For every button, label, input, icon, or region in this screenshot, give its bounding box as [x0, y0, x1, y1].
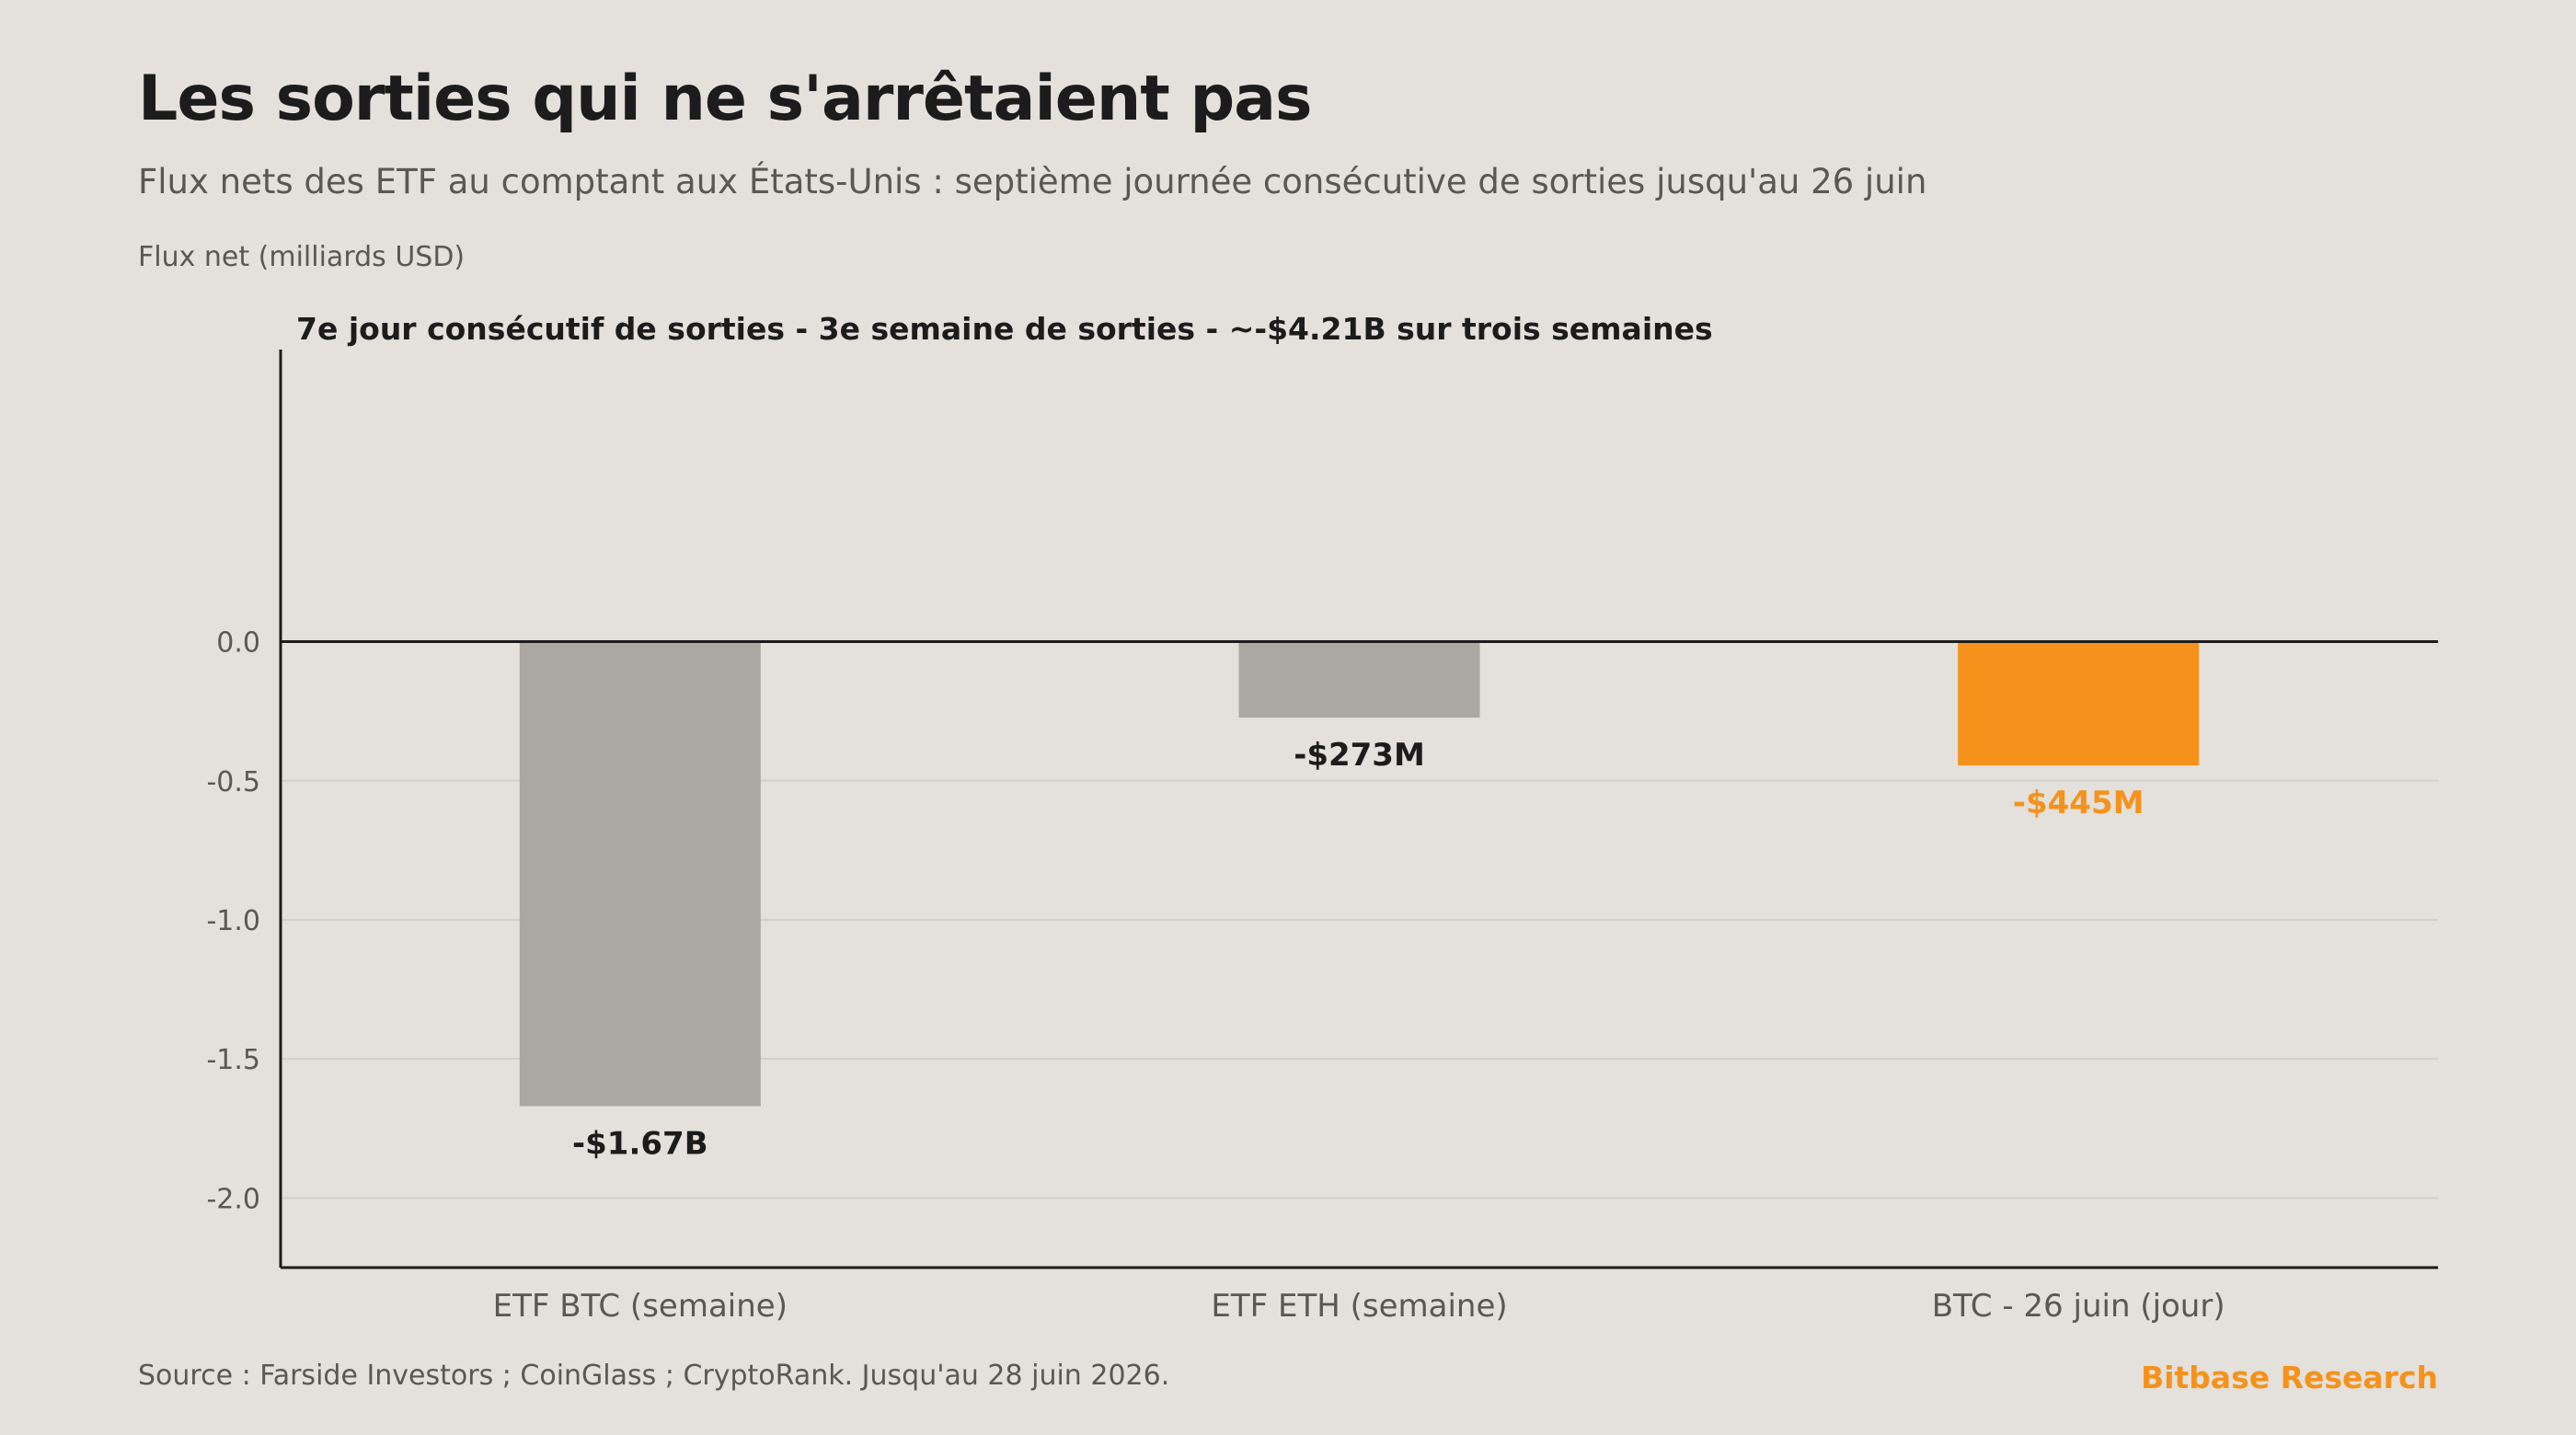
bar	[519, 641, 761, 1107]
y-tick-label: -0.5	[206, 766, 260, 798]
x-category-label: ETF BTC (semaine)	[493, 1288, 788, 1325]
bars	[519, 641, 2200, 1107]
y-tick-label: -2.0	[206, 1183, 260, 1215]
x-category-label: BTC - 26 juin (jour)	[1932, 1288, 2225, 1325]
brand-label: Bitbase Research	[2140, 1360, 2438, 1395]
bar	[1958, 641, 2200, 766]
source-note: Source : Farside Investors ; CoinGlass ;…	[138, 1360, 1170, 1392]
data-label: -$273M	[1294, 737, 1425, 774]
y-tick-label: 0.0	[216, 627, 260, 660]
chart-annotation: 7e jour consécutif de sorties - 3e semai…	[296, 311, 1713, 347]
axes	[279, 350, 2438, 1269]
x-category-label: ETF ETH (semaine)	[1211, 1288, 1507, 1325]
labels: 0.0 -0.5 -1.0 -1.5 -2.0 -$1.67B ETF BTC (semai…	[206, 627, 2225, 1325]
y-tick-label: -1.5	[206, 1044, 260, 1076]
data-label: -$1.67B	[572, 1126, 708, 1163]
y-tick-label: -1.0	[206, 905, 260, 937]
y-axis-label: Flux net (milliards USD)	[138, 241, 466, 273]
bar	[1238, 641, 1480, 718]
chart-title: Les sorties qui ne s'arrêtaient pas	[138, 63, 1312, 135]
chart-subtitle: Flux nets des ETF au comptant aux États-…	[138, 162, 1927, 201]
data-label: -$445M	[2013, 785, 2145, 821]
